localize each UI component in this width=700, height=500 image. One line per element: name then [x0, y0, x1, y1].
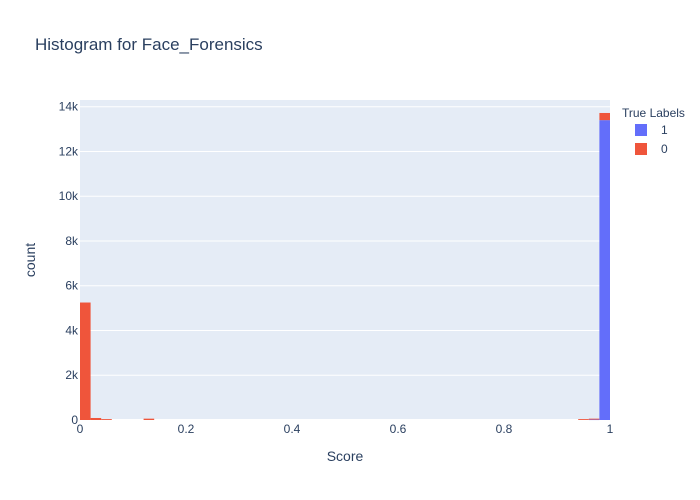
- y-tick-label: 10k: [59, 189, 79, 203]
- legend-swatch-0[interactable]: [635, 143, 647, 155]
- histogram-bar-series-0[interactable]: [599, 112, 610, 121]
- legend-item-label[interactable]: 1: [661, 123, 668, 137]
- histogram-bar-series-0[interactable]: [588, 418, 600, 420]
- histogram-bar-series-0[interactable]: [90, 417, 102, 420]
- y-tick-label: 6k: [65, 279, 79, 293]
- histogram-bar-series-0[interactable]: [143, 418, 155, 420]
- x-axis-label: Score: [327, 448, 364, 464]
- y-tick-label: 12k: [59, 144, 79, 158]
- histogram-bar-series-0[interactable]: [578, 419, 589, 420]
- y-tick-label: 0: [71, 413, 78, 427]
- gridlines: [80, 106, 610, 421]
- y-tick-label: 8k: [65, 234, 79, 248]
- x-tick-label: 0.2: [178, 422, 195, 436]
- histogram-bar-series-1[interactable]: [599, 120, 610, 420]
- legend-title: True Labels: [622, 106, 685, 120]
- histogram-bar-series-1[interactable]: [588, 419, 600, 421]
- legend-swatch-1[interactable]: [635, 124, 647, 136]
- bars: [80, 112, 610, 421]
- histogram-bar-series-0[interactable]: [101, 419, 112, 420]
- x-tick-label: 0: [77, 422, 84, 436]
- y-axis-label: count: [22, 243, 38, 277]
- x-tick-label: 1: [607, 422, 614, 436]
- legend: True Labels 1 0: [622, 106, 685, 156]
- x-tick-label: 0.4: [284, 422, 301, 436]
- x-tick-label: 0.8: [496, 422, 513, 436]
- chart-title: Histogram for Face_Forensics: [35, 35, 263, 54]
- histogram-bar-series-0[interactable]: [80, 302, 91, 420]
- y-axis-ticks: 0 2k 4k 6k 8k 10k 12k 14k: [59, 100, 79, 427]
- x-axis-ticks: 0 0.2 0.4 0.6 0.8 1: [77, 422, 614, 436]
- y-tick-label: 2k: [65, 368, 79, 382]
- y-tick-label: 14k: [59, 100, 79, 114]
- x-tick-label: 0.6: [390, 422, 407, 436]
- y-tick-label: 4k: [65, 323, 79, 337]
- plot-area: [80, 100, 610, 420]
- legend-item-label[interactable]: 0: [661, 142, 668, 156]
